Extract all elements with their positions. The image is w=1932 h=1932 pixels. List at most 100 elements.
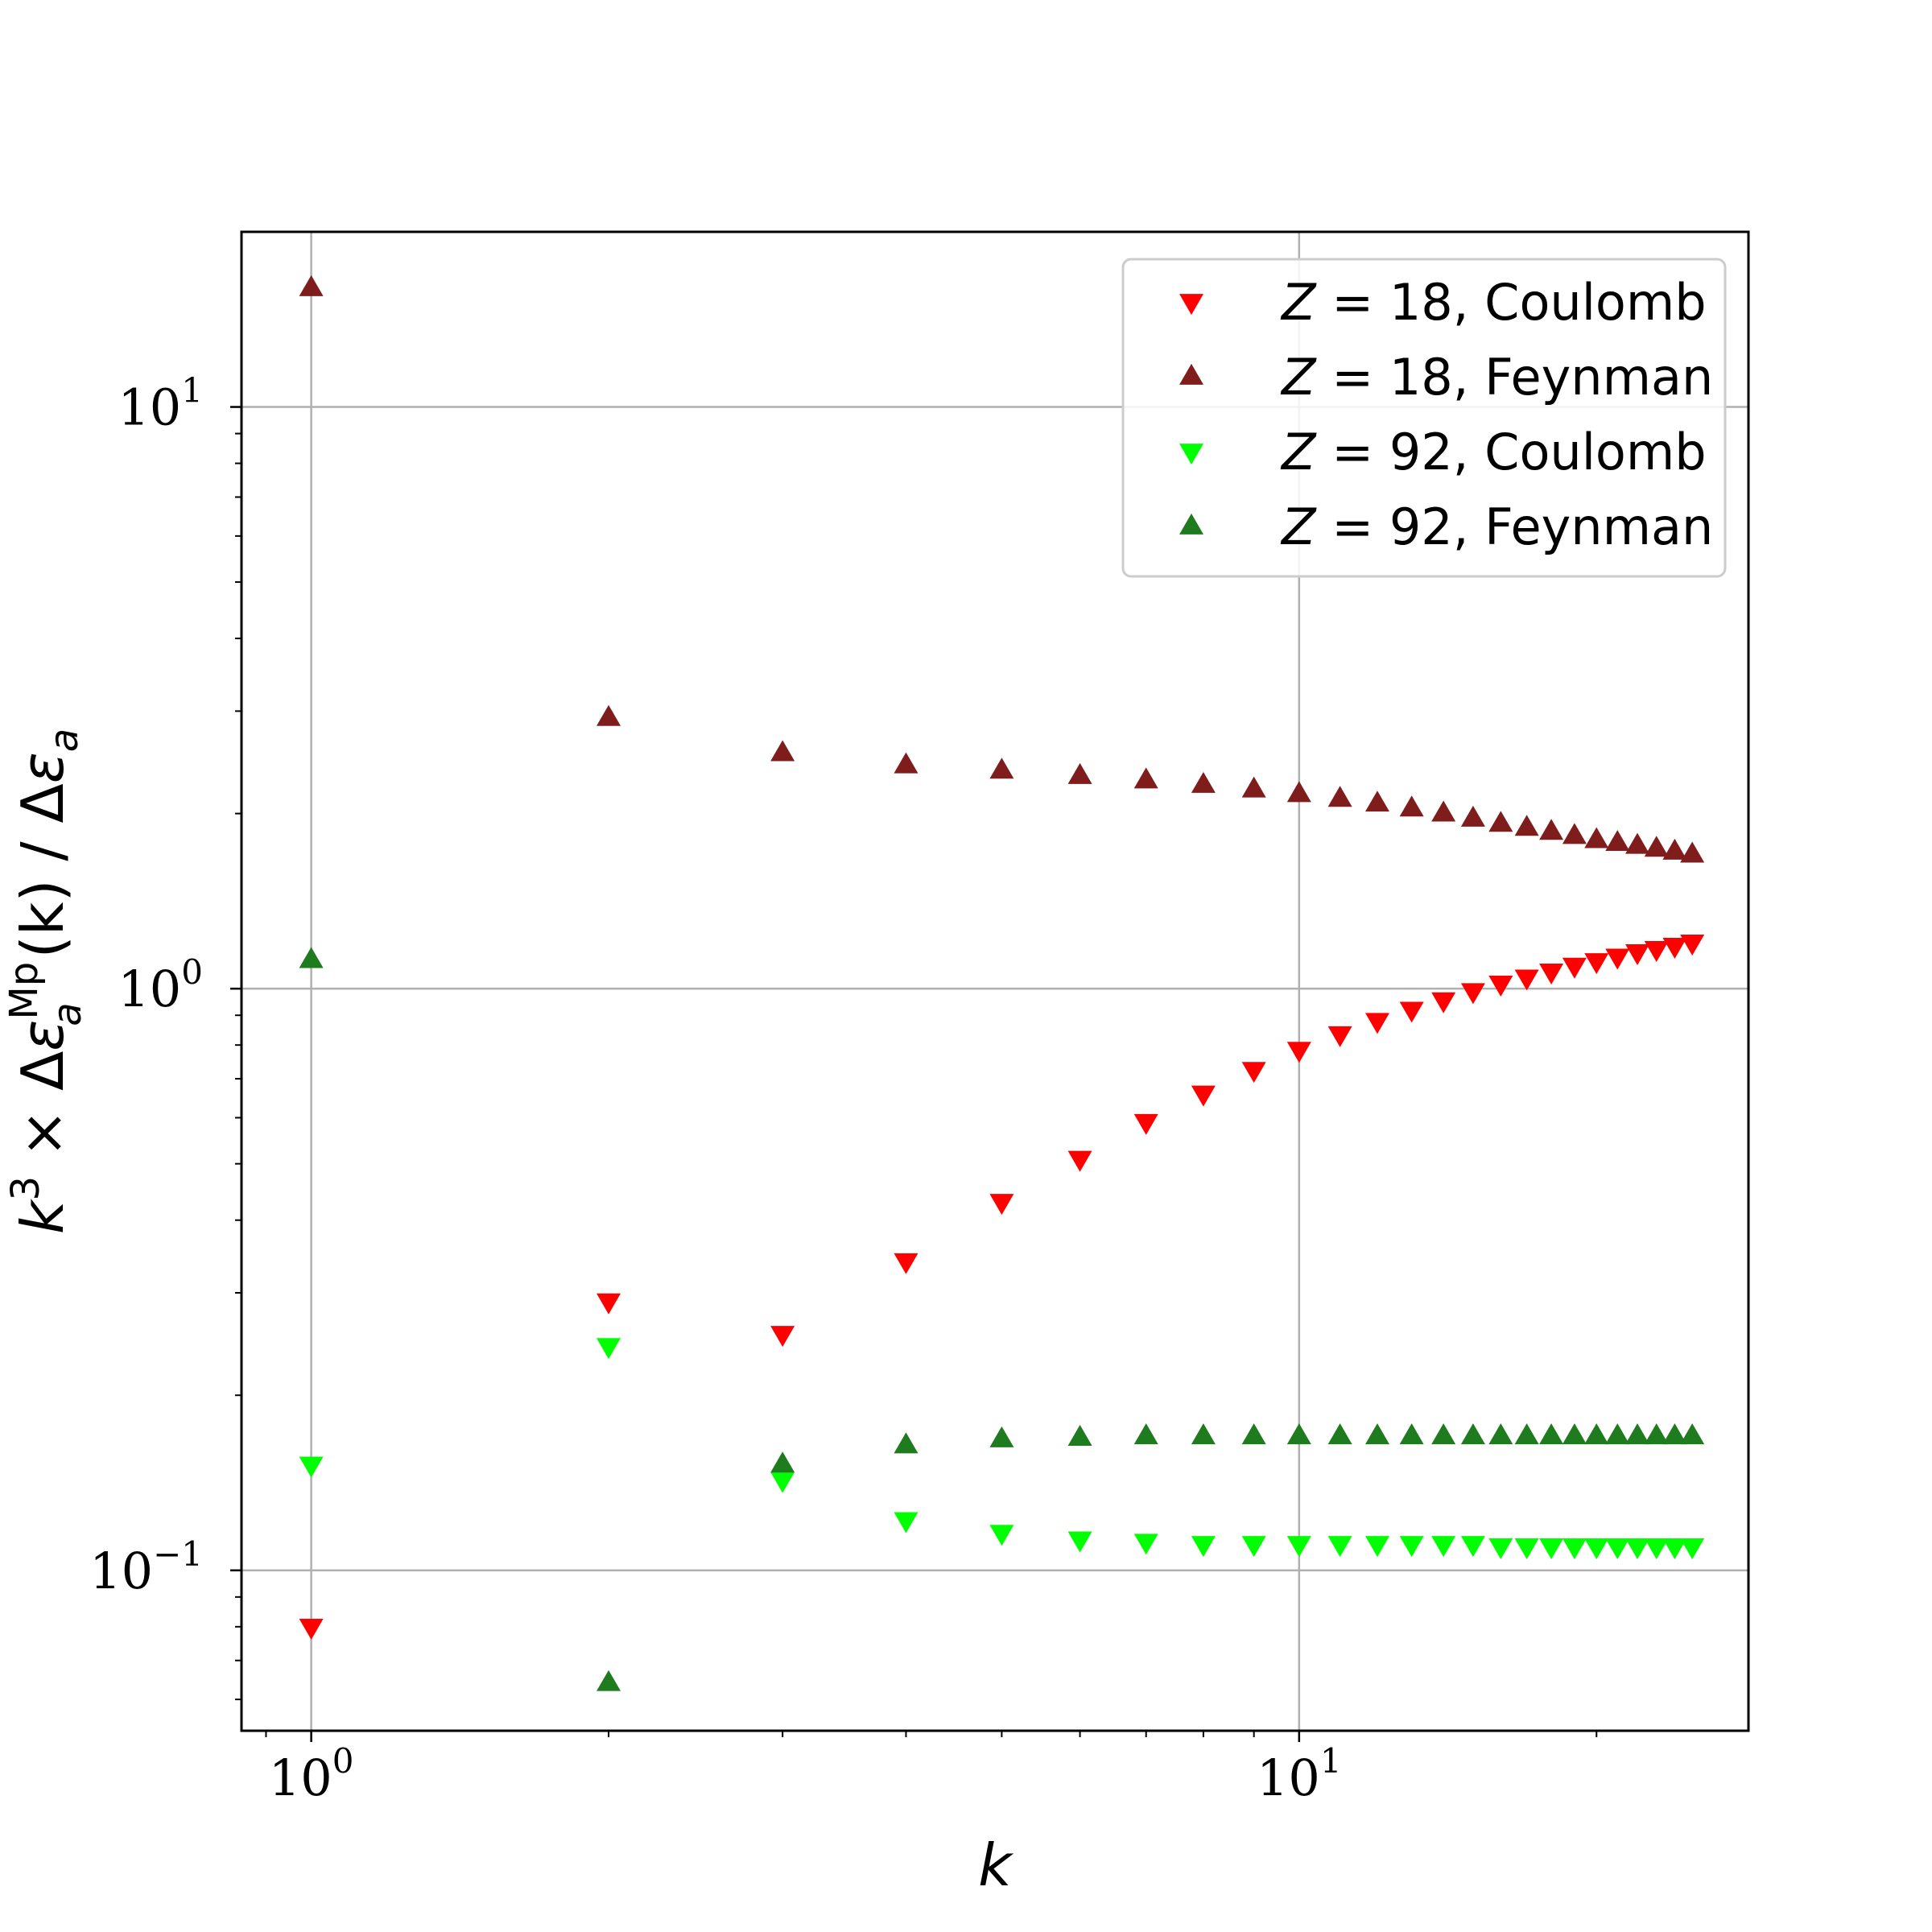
point-series-2: [1644, 836, 1669, 857]
y-tick-label: 101: [118, 371, 203, 437]
point-series-4: [1625, 1423, 1650, 1445]
point-series-1: [989, 1194, 1014, 1216]
point-series-1: [1488, 976, 1513, 997]
point-series-4: [894, 1432, 919, 1454]
y-axis-label: k3 × ΔεMpa(k) / Δεa: [2, 729, 90, 1234]
point-series-3: [1067, 1531, 1092, 1553]
point-series-4: [1327, 1423, 1352, 1445]
point-series-2: [1431, 800, 1456, 822]
point-series-1: [1431, 992, 1456, 1013]
x-tick-base: 10: [1257, 1748, 1320, 1807]
point-series-2: [989, 758, 1014, 779]
point-series-2: [1067, 762, 1092, 784]
legend-label-text: Coulomb: [1484, 423, 1706, 481]
point-series-1: [1067, 1150, 1092, 1172]
point-series-2: [1562, 823, 1587, 844]
point-series-1: [1514, 969, 1539, 991]
point-series-3: [1133, 1534, 1158, 1555]
point-series-3: [1514, 1538, 1539, 1559]
point-series-3: [1399, 1536, 1424, 1558]
point-series-3: [1644, 1538, 1669, 1559]
x-tick-base: 10: [269, 1748, 332, 1807]
legend-marker-2: [1179, 363, 1203, 385]
point-series-3: [299, 1456, 324, 1478]
y-tick-base: 10: [118, 960, 181, 1018]
point-series-4: [1644, 1423, 1669, 1445]
legend-label-z: Z: [1280, 497, 1317, 556]
point-series-2: [1584, 827, 1609, 848]
y-label-eps: ε: [9, 1020, 76, 1051]
x-tick-exp: 0: [332, 1741, 354, 1781]
point-series-2: [1514, 815, 1539, 836]
point-series-1: [894, 1253, 919, 1274]
point-series-1: [597, 1293, 621, 1315]
point-series-2: [1286, 781, 1311, 803]
plot-frame: [240, 230, 1750, 1732]
point-series-4: [1662, 1423, 1687, 1445]
point-series-2: [1662, 838, 1687, 860]
point-series-4: [1680, 1423, 1705, 1445]
legend-marker-1: [1179, 294, 1203, 316]
point-series-3: [1327, 1536, 1352, 1558]
point-series-3: [894, 1512, 919, 1534]
legend-marker-3: [1179, 444, 1203, 465]
y-tick-label: 10−1: [89, 1534, 203, 1600]
point-series-2: [1539, 819, 1564, 840]
y-label-sub-a2: a: [42, 729, 87, 752]
point-series-2: [770, 740, 795, 762]
y-label-slash: / Δ: [9, 783, 76, 879]
y-tick-base: 10: [118, 378, 181, 437]
point-series-4: [1460, 1423, 1485, 1445]
y-label-exp: 3: [3, 1176, 48, 1201]
point-series-4: [1191, 1423, 1216, 1445]
point-series-4: [1431, 1423, 1456, 1445]
point-series-2: [1399, 795, 1424, 817]
y-label-sup-mp: Mp: [2, 962, 47, 1020]
point-series-4: [1286, 1423, 1311, 1445]
legend-label-text: Feynman: [1484, 348, 1713, 407]
point-series-4: [597, 1670, 621, 1691]
x-tick-label: 101: [1257, 1741, 1342, 1807]
point-series-3: [1286, 1536, 1311, 1558]
point-series-1: [1191, 1085, 1216, 1107]
y-tick-exp: 0: [181, 952, 203, 992]
plot-points: [299, 275, 1705, 1691]
point-series-4: [1241, 1423, 1266, 1445]
point-series-1: [1680, 935, 1705, 956]
point-series-2: [1488, 811, 1513, 832]
x-ticks: 100 101: [265, 1731, 1598, 1807]
point-series-2: [597, 704, 621, 726]
point-series-4: [1514, 1423, 1539, 1445]
legend-label-z: Z: [1280, 273, 1317, 332]
point-series-1: [1327, 1026, 1352, 1047]
point-series-3: [989, 1525, 1014, 1546]
legend-label-eq: = 92,: [1315, 423, 1484, 481]
point-series-2: [1605, 830, 1630, 852]
y-tick-exp: −1: [153, 1534, 203, 1574]
legend-box: [1121, 258, 1727, 578]
legend-label-text: Feynman: [1484, 497, 1713, 556]
legend-label-3: Z = 92, Coulomb: [1280, 423, 1707, 481]
point-series-4: [1605, 1423, 1630, 1445]
point-series-2: [1625, 832, 1650, 854]
point-series-2: [299, 275, 324, 296]
point-series-2: [1327, 786, 1352, 807]
legend-label-2: Z = 18, Feynman: [1280, 348, 1713, 407]
y-label-eps2: ε: [9, 752, 76, 783]
legend-label-eq: = 92,: [1315, 497, 1484, 556]
point-series-4: [1562, 1423, 1587, 1445]
y-label-sub-a: a: [45, 1002, 90, 1026]
point-series-3: [770, 1472, 795, 1493]
point-series-4: [1067, 1424, 1092, 1446]
legend-label-4: Z = 92, Feynman: [1280, 497, 1713, 556]
legend-label-z: Z: [1280, 423, 1317, 481]
point-series-1: [1662, 938, 1687, 959]
point-series-1: [1625, 944, 1650, 966]
x-tick-exp: 1: [1320, 1741, 1342, 1781]
point-series-3: [1488, 1538, 1513, 1559]
point-series-4: [989, 1426, 1014, 1447]
point-series-4: [1584, 1423, 1609, 1445]
legend-label-text: Coulomb: [1484, 273, 1706, 332]
